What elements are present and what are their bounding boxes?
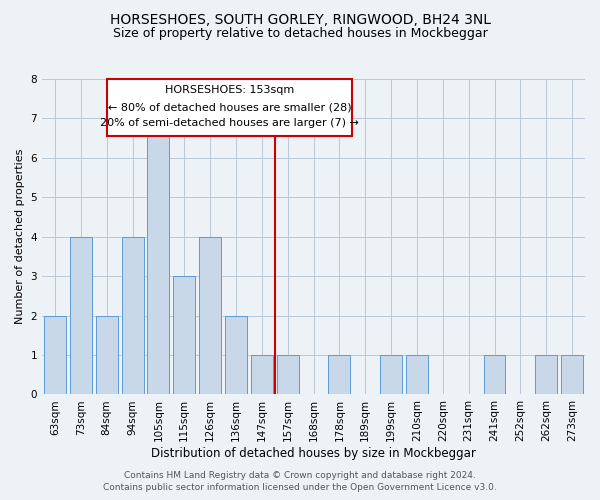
Bar — [561, 355, 583, 395]
Bar — [70, 236, 92, 394]
Text: HORSESHOES, SOUTH GORLEY, RINGWOOD, BH24 3NL: HORSESHOES, SOUTH GORLEY, RINGWOOD, BH24… — [110, 12, 491, 26]
Text: 20% of semi-detached houses are larger (7) →: 20% of semi-detached houses are larger (… — [100, 118, 359, 128]
Bar — [122, 236, 143, 394]
Bar — [484, 355, 505, 395]
Text: HORSESHOES: 153sqm: HORSESHOES: 153sqm — [165, 85, 294, 95]
Bar — [225, 316, 247, 394]
Text: Size of property relative to detached houses in Mockbeggar: Size of property relative to detached ho… — [113, 28, 487, 40]
Text: ← 80% of detached houses are smaller (28): ← 80% of detached houses are smaller (28… — [107, 102, 352, 113]
Bar — [173, 276, 195, 394]
Bar — [148, 118, 169, 394]
Bar — [277, 355, 299, 395]
Bar — [328, 355, 350, 395]
Bar — [535, 355, 557, 395]
Y-axis label: Number of detached properties: Number of detached properties — [15, 149, 25, 324]
Bar — [251, 355, 273, 395]
Bar — [44, 316, 66, 394]
Bar — [95, 316, 118, 394]
FancyBboxPatch shape — [107, 79, 352, 136]
X-axis label: Distribution of detached houses by size in Mockbeggar: Distribution of detached houses by size … — [151, 447, 476, 460]
Bar — [380, 355, 402, 395]
Bar — [199, 236, 221, 394]
Text: Contains HM Land Registry data © Crown copyright and database right 2024.
Contai: Contains HM Land Registry data © Crown c… — [103, 471, 497, 492]
Bar — [406, 355, 428, 395]
